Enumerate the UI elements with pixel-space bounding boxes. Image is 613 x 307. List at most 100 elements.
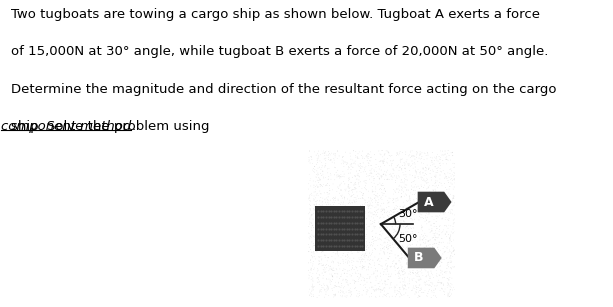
Point: [406, 253, 416, 258]
Point: [371, 238, 381, 243]
Point: [310, 203, 319, 208]
Point: [411, 170, 421, 175]
Point: [425, 183, 435, 188]
Point: [345, 289, 355, 293]
Point: [431, 173, 441, 177]
Point: [310, 243, 319, 248]
Point: [308, 271, 318, 276]
Point: [423, 270, 433, 274]
Point: [413, 202, 423, 207]
Point: [354, 181, 364, 186]
Point: [314, 280, 324, 285]
Point: [421, 216, 431, 220]
Point: [414, 258, 424, 263]
Point: [332, 250, 342, 255]
Point: [395, 256, 405, 261]
Point: [308, 276, 318, 281]
Point: [318, 263, 328, 268]
Point: [397, 187, 406, 192]
Point: [375, 279, 385, 284]
Point: [386, 265, 395, 270]
Point: [392, 176, 402, 181]
Point: [318, 286, 328, 290]
Point: [373, 182, 383, 187]
Point: [346, 180, 356, 185]
Point: [326, 152, 335, 157]
Point: [432, 268, 441, 273]
Point: [304, 275, 314, 280]
Point: [428, 257, 438, 262]
Point: [395, 204, 405, 209]
Point: [408, 210, 417, 215]
Point: [326, 266, 335, 271]
Point: [357, 164, 367, 169]
Point: [338, 169, 348, 174]
Point: [319, 228, 329, 233]
Point: [306, 184, 316, 188]
Point: [368, 248, 378, 253]
Point: [323, 170, 333, 175]
Point: [422, 243, 432, 248]
Point: [314, 262, 324, 267]
Point: [361, 243, 371, 248]
Point: [430, 164, 440, 169]
Point: [306, 268, 316, 273]
Point: [315, 211, 325, 216]
Point: [373, 220, 383, 224]
Point: [376, 186, 386, 191]
Point: [351, 180, 360, 185]
Point: [377, 287, 387, 292]
Point: [376, 215, 386, 220]
Point: [414, 278, 424, 283]
Point: [376, 221, 386, 226]
Point: [437, 183, 447, 188]
Point: [319, 176, 329, 181]
Point: [314, 202, 324, 207]
Point: [380, 278, 390, 283]
Point: [405, 193, 414, 198]
Point: [422, 293, 432, 298]
Point: [358, 237, 368, 242]
Point: [433, 165, 443, 170]
Point: [374, 287, 384, 292]
Point: [410, 237, 420, 242]
Point: [432, 226, 442, 231]
Point: [428, 282, 438, 286]
Point: [412, 285, 422, 290]
Point: [345, 256, 355, 261]
Point: [309, 234, 319, 239]
Point: [390, 252, 400, 257]
Point: [345, 198, 355, 203]
Point: [354, 275, 364, 280]
Point: [439, 282, 449, 287]
Point: [411, 284, 421, 289]
Point: [387, 224, 397, 229]
Point: [310, 202, 319, 207]
Point: [445, 294, 455, 299]
Point: [329, 292, 338, 297]
Point: [434, 190, 444, 195]
Point: [395, 285, 405, 290]
Point: [388, 200, 398, 205]
Point: [400, 247, 410, 251]
Point: [394, 184, 404, 189]
Point: [367, 240, 376, 245]
Point: [361, 198, 371, 203]
Point: [395, 157, 405, 162]
Point: [354, 240, 364, 245]
Point: [365, 202, 375, 207]
Point: [365, 196, 375, 200]
Point: [363, 202, 373, 207]
Point: [360, 165, 370, 170]
Point: [366, 158, 376, 163]
Point: [321, 263, 330, 268]
Point: [316, 245, 326, 250]
Point: [403, 229, 413, 234]
Point: [356, 223, 366, 228]
Point: [399, 213, 409, 218]
Point: [450, 212, 460, 217]
Point: [346, 194, 356, 199]
Point: [398, 268, 408, 273]
Point: [358, 165, 368, 169]
Point: [328, 274, 338, 279]
